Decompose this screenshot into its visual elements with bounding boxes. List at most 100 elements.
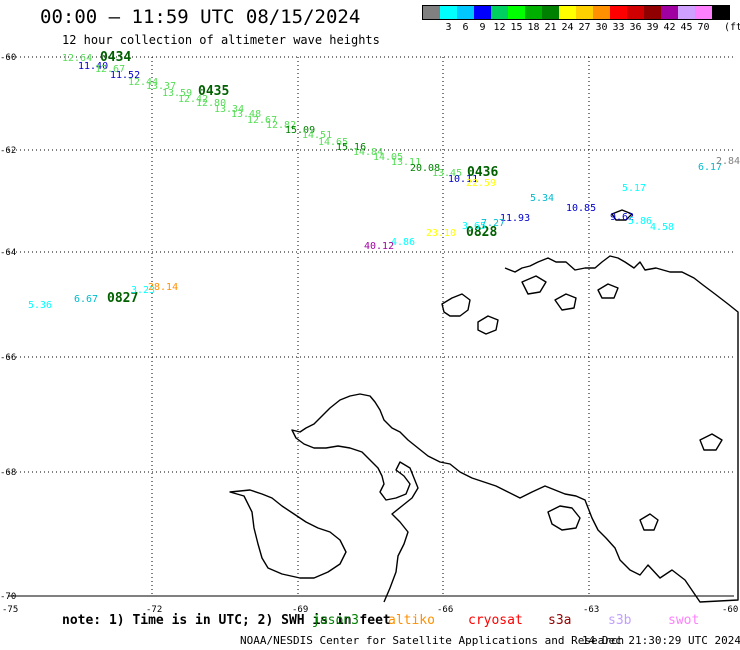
legend-swatch <box>474 6 491 19</box>
wave-height-value: 12.64 <box>62 53 92 64</box>
legend-tick-label: 15 <box>510 22 523 33</box>
wave-height-value: 5.34 <box>530 193 554 204</box>
legend-swatch <box>593 6 610 19</box>
legend-swatch <box>661 6 678 19</box>
note-text: note: 1) Time is in UTC; 2) SWH is in fe… <box>62 613 391 628</box>
latitude-label: -70 <box>0 592 16 602</box>
longitude-label: -66 <box>437 605 453 615</box>
wave-height-value: 7.27 <box>481 218 505 229</box>
legend-swatch <box>576 6 593 19</box>
mission-label-swot: swot <box>668 613 700 628</box>
track-id-label: 0827 <box>107 291 138 306</box>
legend-tick-label: 45 <box>680 22 693 33</box>
wave-height-value: 9.62 <box>610 212 634 223</box>
footer-credit: NOAA/NESDIS Center for Satellite Applica… <box>240 634 625 647</box>
mission-label-s3b: s3b <box>608 613 632 628</box>
legend-swatch <box>559 6 576 19</box>
wave-height-value: 40.12 <box>364 241 394 252</box>
track-id-label: 0435 <box>198 84 229 99</box>
longitude-label: -72 <box>146 605 162 615</box>
mission-label-cryosat: cryosat <box>468 613 523 628</box>
track-id-label: 0828 <box>466 225 497 240</box>
wave-height-value: 14.05 <box>373 152 403 163</box>
map-grid: -75 -72 -69 -66 -63 -60 -60 -62 -64 -66 -68 -70 <box>0 53 738 615</box>
longitude-label: -69 <box>292 605 308 615</box>
legend-tick-label: 24 <box>561 22 574 33</box>
longitude-label: -75 <box>2 605 18 615</box>
wave-height-value: 4.86 <box>391 237 415 248</box>
wave-height-value: 12.44 <box>128 77 158 88</box>
map-title: 00:00 – 11:59 UTC 08/15/2024 <box>40 6 361 28</box>
wave-height-value: 13.45 <box>432 168 462 179</box>
latitude-label: -66 <box>0 353 16 363</box>
wave-height-value: 13.34 <box>214 104 244 115</box>
legend-swatch <box>712 6 729 19</box>
legend-swatch <box>525 6 542 19</box>
wave-height-value: 28.14 <box>148 282 178 293</box>
wave-height-value: 12.67 <box>95 64 125 75</box>
latitude-label: -62 <box>0 146 16 156</box>
legend-unit: (ft) <box>723 22 740 33</box>
wave-height-value: 11.93 <box>500 213 530 224</box>
wave-height-value: 12.82 <box>266 120 296 131</box>
wave-height-value: 3.65 <box>462 221 486 232</box>
wave-height-value: 20.08 <box>410 163 440 174</box>
wave-height-value: 14.84 <box>353 147 383 158</box>
wave-height-value: 12.67 <box>247 115 277 126</box>
legend-tick-label: 33 <box>612 22 625 33</box>
wave-height-value: 5.17 <box>622 183 646 194</box>
legend-swatch <box>695 6 712 19</box>
wave-height-value: 11.52 <box>110 70 140 81</box>
legend-swatch <box>457 6 474 19</box>
legend-tick-label: 42 <box>663 22 676 33</box>
track-id-label: 0436 <box>467 165 498 180</box>
wave-height-value: 12.42 <box>178 94 208 105</box>
mission-label-altiko: altiko <box>388 613 435 628</box>
wave-height-value: 15.09 <box>285 125 315 136</box>
map-subtitle: 12 hour collection of altimeter wave hei… <box>62 33 380 47</box>
latitude-label: -68 <box>0 468 16 478</box>
legend-tick-label: 18 <box>527 22 540 33</box>
wave-height-value: 10.11 <box>448 174 478 185</box>
wave-height-value: 10.85 <box>566 203 596 214</box>
wave-height-value: 23.10 <box>426 228 456 239</box>
legend-tick-label: 30 <box>595 22 608 33</box>
wave-height-value: 13.59 <box>162 88 192 99</box>
legend-tick-label: 3 <box>445 22 452 33</box>
track-labels: 0434 0435 0436 0828 0827 <box>100 50 498 306</box>
longitude-label: -60 <box>722 605 738 615</box>
wave-height-value: 4.58 <box>650 222 674 233</box>
wave-height-value: 22.59 <box>466 178 496 189</box>
legend-swatch <box>644 6 661 19</box>
legend-tick-label: 6 <box>462 22 469 33</box>
track-id-label: 0434 <box>100 50 131 65</box>
wave-height-value: 5.36 <box>28 300 52 311</box>
legend-tick-label: 27 <box>578 22 591 33</box>
mission-label-jason3: jason3 <box>312 613 359 628</box>
legend-tick-label: 39 <box>646 22 659 33</box>
legend-tick-label: 12 <box>493 22 506 33</box>
wave-height-value: 5.86 <box>628 216 652 227</box>
coastline <box>229 209 739 603</box>
wave-height-value: 3.23 <box>131 285 155 296</box>
legend-swatch <box>627 6 644 19</box>
wave-height-value: 6.67 <box>74 294 98 305</box>
latitude-label: -64 <box>0 248 16 258</box>
legend-swatch <box>678 6 695 19</box>
wave-height-value: 13.48 <box>231 109 261 120</box>
legend-swatch <box>508 6 525 19</box>
legend-color-bar <box>422 5 730 20</box>
wave-height-value: 12.80 <box>196 98 226 109</box>
wave-height-labels: 12.6411.4012.6711.5212.4413.3713.5912.42… <box>28 53 740 311</box>
latitude-label: -60 <box>0 53 16 63</box>
wave-height-value: 2.84 <box>716 156 740 167</box>
legend-swatch <box>542 6 559 19</box>
footer-timestamp: 14 Dec 21:30:29 UTC 2024 <box>582 634 740 647</box>
wave-height-value: 11.40 <box>78 61 108 72</box>
wave-height-value: 6.17 <box>698 162 722 173</box>
legend-swatch <box>423 6 440 19</box>
legend-tick-label: 21 <box>544 22 557 33</box>
